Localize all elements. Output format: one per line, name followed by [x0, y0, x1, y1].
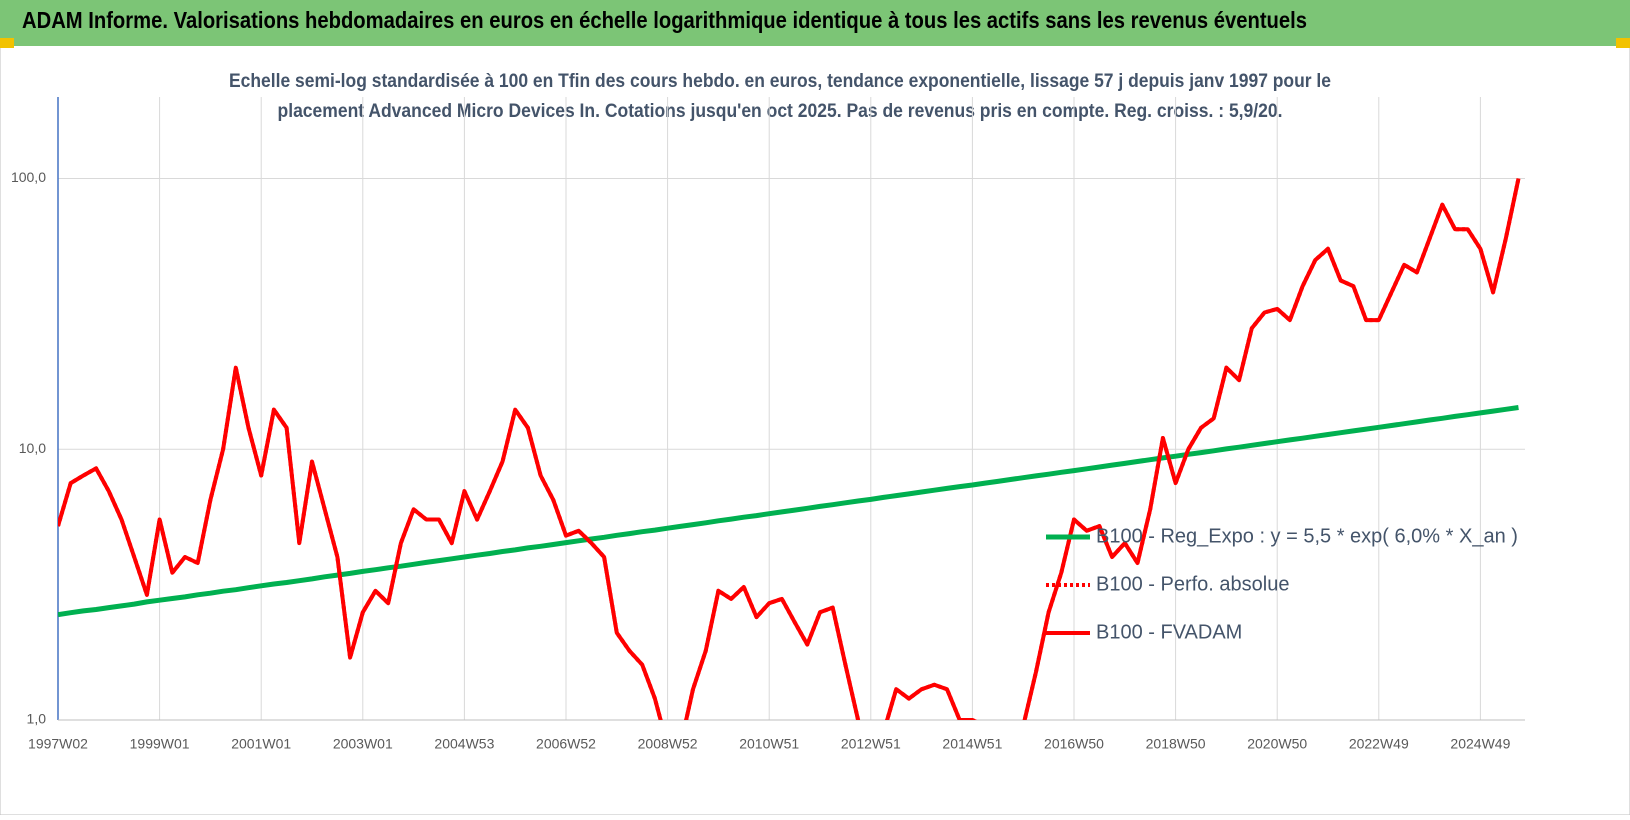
x-tick-label: 2024W49	[1450, 736, 1510, 752]
series-line	[58, 405, 1519, 618]
x-tick-label: 2001W01	[231, 736, 291, 752]
corner	[0, 38, 14, 48]
chart-title: Echelle semi-log standardisée à 100 en T…	[229, 71, 1331, 92]
x-tick-label: 2016W50	[1044, 736, 1104, 752]
x-tick-label: 2020W50	[1247, 736, 1307, 752]
x-tick-label: 1997W02	[28, 736, 88, 752]
x-tick-label: 2003W01	[333, 736, 393, 752]
y-tick-label: 100,0	[11, 169, 46, 185]
x-tick-label: 2022W49	[1349, 736, 1409, 752]
chart-title: placement Advanced Micro Devices In. Cot…	[278, 101, 1283, 122]
x-tick-label: 2008W52	[638, 736, 698, 752]
legend-label: B100 - Perfo. absolue	[1096, 573, 1289, 595]
series-line	[58, 178, 1521, 720]
corner	[1616, 38, 1630, 48]
legend-label: B100 - FVADAM	[1096, 621, 1242, 643]
header-bar	[0, 0, 1630, 46]
header-title: ADAM Informe. Valorisations hebdomadaire…	[22, 7, 1307, 33]
x-tick-label: 1999W01	[130, 736, 190, 752]
plot-area	[58, 178, 1521, 720]
legend-label: B100 - Reg_Expo : y = 5,5 * exp( 6,0% * …	[1096, 525, 1518, 547]
x-tick-label: 2018W50	[1146, 736, 1206, 752]
x-tick-label: 2004W53	[434, 736, 494, 752]
x-tick-label: 2006W52	[536, 736, 596, 752]
y-tick-label: 1,0	[27, 711, 47, 727]
y-tick-label: 10,0	[19, 440, 46, 456]
x-tick-label: 2012W51	[841, 736, 901, 752]
x-tick-label: 2014W51	[942, 736, 1002, 752]
x-tick-label: 2010W51	[739, 736, 799, 752]
